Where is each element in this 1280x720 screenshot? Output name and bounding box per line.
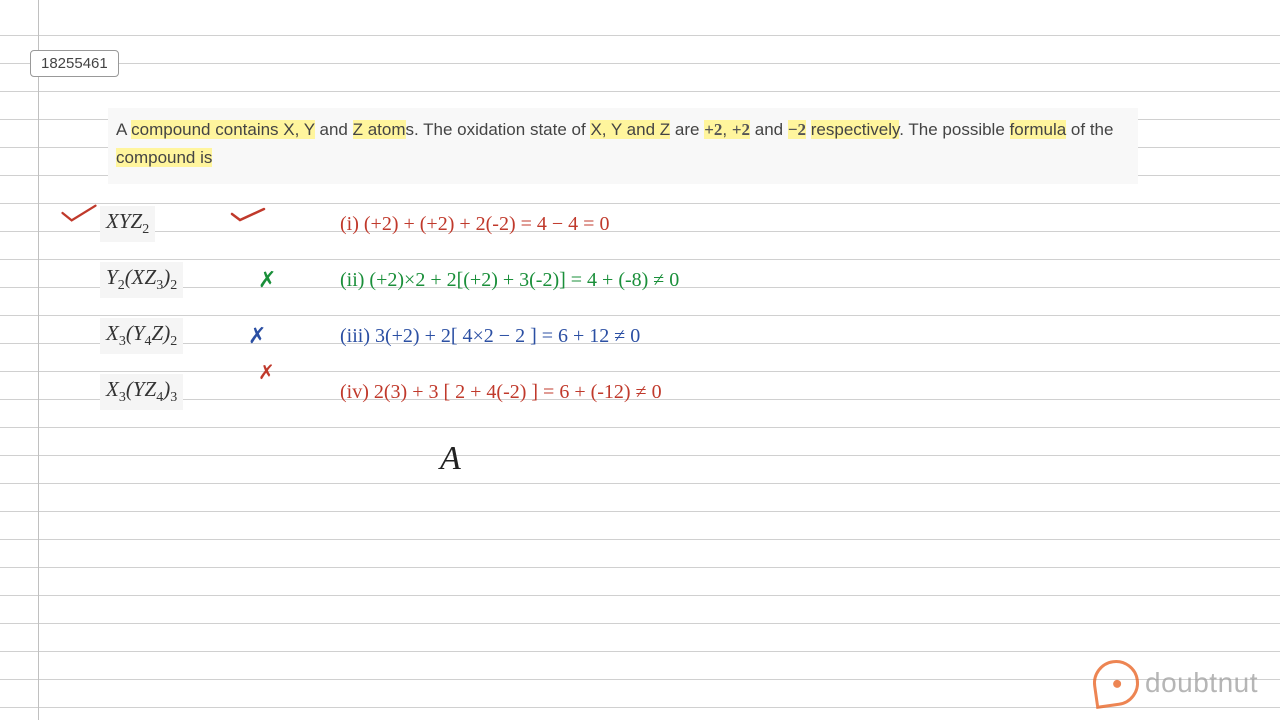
watermark: doubtnut <box>1093 660 1258 706</box>
q-text: s. The oxidation state of <box>406 120 591 139</box>
working-line-3: (iii) 3(+2) + 2[ 4×2 − 2 ] = 6 + 12 ≠ 0 <box>340 308 679 364</box>
question-text: A compound contains X, Y and Z atoms. Th… <box>108 108 1138 184</box>
workings: (i) (+2) + (+2) + 2(-2) = 4 − 4 = 0 (ii)… <box>340 196 679 420</box>
option-formula: Y2(XZ3)2 <box>100 262 183 297</box>
option-c: X3(Y4Z)2 ✗ <box>60 308 183 364</box>
q-highlight: compound contains X, Y <box>131 120 315 139</box>
options-list: XYZ2 Y2(XZ3)2 ✗ X3(Y4Z)2 ✗ X3(YZ4)3 ✗ <box>60 196 183 420</box>
q-highlight: respectively <box>811 120 900 139</box>
working-line-4: (iv) 2(3) + 3 [ 2 + 4(-2) ] = 6 + (-12) … <box>340 364 679 420</box>
option-formula: X3(Y4Z)2 <box>100 318 183 353</box>
cross-icon: ✗ <box>258 360 275 385</box>
option-b: Y2(XZ3)2 ✗ <box>60 252 183 308</box>
cross-icon: ✗ <box>258 267 276 293</box>
q-text: are <box>670 120 704 139</box>
q-math: +2 <box>732 120 750 139</box>
final-answer: A <box>440 440 461 478</box>
q-highlight: compound is <box>116 148 212 167</box>
doubtnut-logo-icon <box>1090 657 1142 709</box>
watermark-text: doubtnut <box>1145 667 1258 699</box>
question-id: 18255461 <box>30 50 119 77</box>
q-highlight: X, Y and Z <box>590 120 670 139</box>
working-line-1: (i) (+2) + (+2) + 2(-2) = 4 − 4 = 0 <box>340 196 679 252</box>
q-math: −2 <box>788 120 806 139</box>
checkmark-icon <box>60 202 98 224</box>
checkmark-icon <box>230 206 266 224</box>
q-text: of the <box>1066 120 1113 139</box>
q-highlight: , <box>722 120 731 139</box>
q-text: and <box>750 120 788 139</box>
option-d: X3(YZ4)3 ✗ <box>60 364 183 420</box>
cross-icon: ✗ <box>248 323 266 349</box>
option-formula: XYZ2 <box>100 206 155 241</box>
q-text: A <box>116 120 131 139</box>
margin-line <box>38 0 39 720</box>
q-text: and <box>315 120 353 139</box>
option-formula: X3(YZ4)3 <box>100 374 183 409</box>
q-text: . The possible <box>899 120 1009 139</box>
q-highlight: Z atom <box>353 120 406 139</box>
working-line-2: (ii) (+2)×2 + 2[(+2) + 3(-2)] = 4 + (-8)… <box>340 252 679 308</box>
q-math: +2 <box>704 120 722 139</box>
q-highlight: formula <box>1010 120 1067 139</box>
option-a: XYZ2 <box>60 196 183 252</box>
